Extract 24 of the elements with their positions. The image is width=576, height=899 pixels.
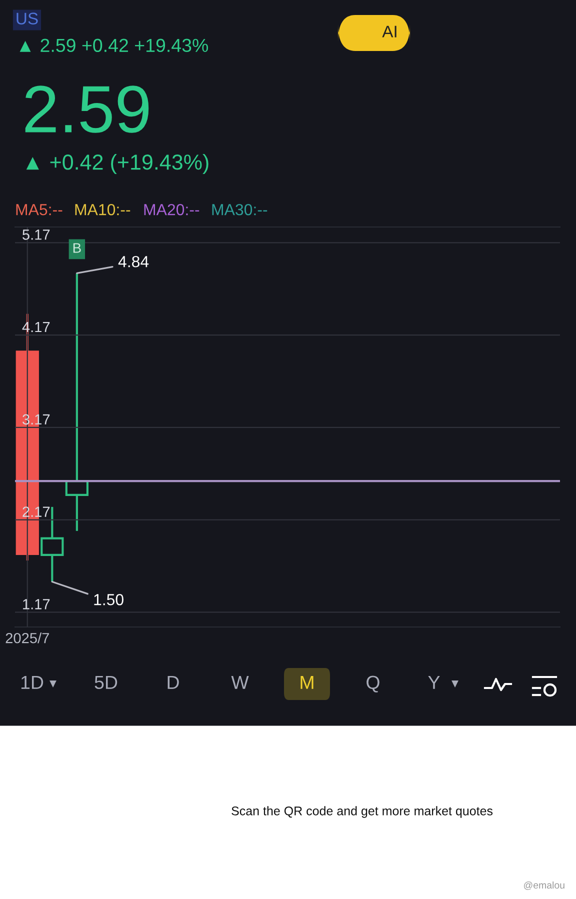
text: MA10:--	[75, 204, 130, 216]
text: Q	[366, 676, 380, 692]
text: Y	[428, 676, 440, 689]
text: 5D	[94, 676, 118, 690]
annotation: B	[73, 243, 81, 253]
text: MA5:--	[16, 204, 62, 216]
text: D	[168, 676, 179, 689]
text: Scan the QR code and get more market quotes	[232, 806, 493, 818]
x-tick-label: 2025/7	[6, 632, 49, 644]
text: MA20:--	[144, 204, 200, 216]
text: ▲ 2.59 +0.42 +19.43%	[20, 38, 208, 52]
annotation: 4.84	[118, 256, 149, 268]
text: MA30:--	[212, 204, 268, 216]
text: US	[16, 12, 38, 24]
text: M	[300, 676, 314, 689]
annotation: 1.50	[94, 594, 124, 606]
text: W	[231, 676, 249, 689]
y-tick-label: 5.17	[22, 230, 50, 240]
y-tick-label: 1.17	[23, 599, 50, 610]
text: 2.59	[25, 86, 149, 133]
text: ▲ +0.42 (+19.43%)	[26, 154, 208, 174]
text: AI	[382, 26, 396, 38]
text: 1D	[21, 676, 44, 689]
text: @emalou	[524, 881, 564, 890]
